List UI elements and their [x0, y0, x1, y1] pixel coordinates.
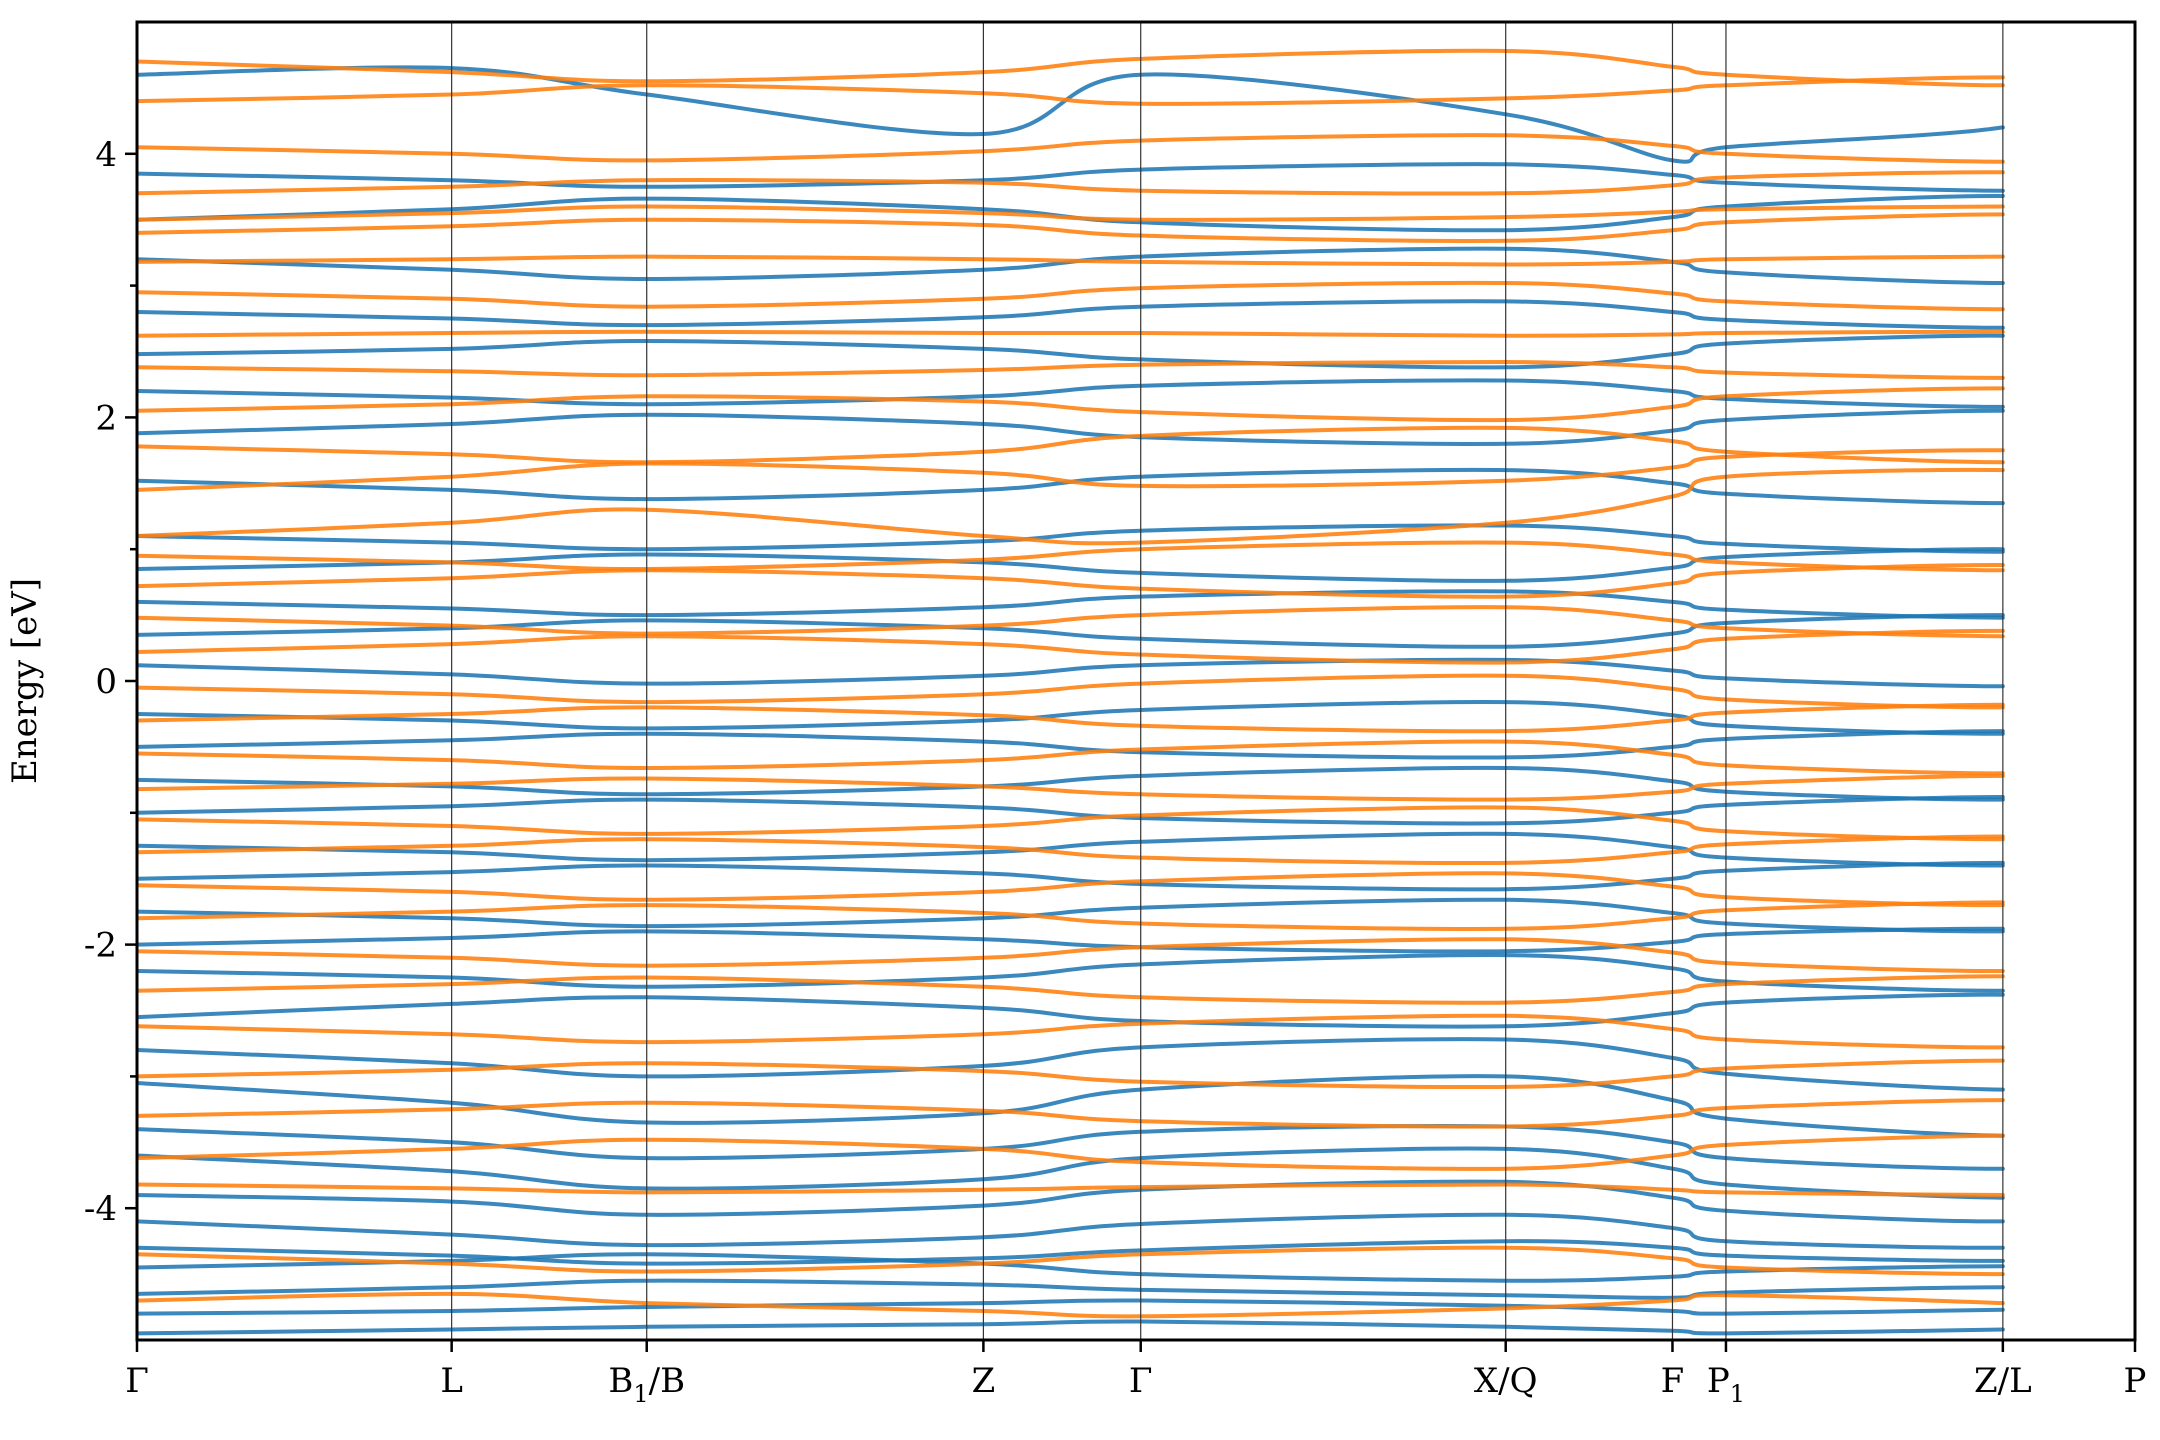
band-line [137, 75, 2005, 106]
band-line [137, 831, 2005, 868]
band-line [137, 657, 2005, 689]
band-line [137, 729, 2005, 760]
band-line [137, 1013, 2005, 1050]
y-tick-label: -4 [84, 1189, 117, 1229]
band-line [137, 299, 2005, 330]
band-line [137, 628, 2005, 665]
band-line [137, 805, 2005, 842]
band-line [137, 953, 2005, 993]
band-line [137, 1037, 2005, 1092]
band-line [137, 425, 2005, 465]
x-tick-label: F [1661, 1361, 1685, 1401]
band-line [137, 974, 2005, 1005]
band-line [137, 834, 2005, 866]
band-line [137, 1212, 2005, 1250]
x-tick-label: Z [972, 1361, 996, 1401]
band-line [137, 540, 2005, 573]
band-line [137, 212, 2005, 243]
band-line [137, 280, 2005, 312]
kpoint-lines [451, 22, 2004, 1340]
band-line [137, 673, 2005, 710]
band-line [137, 605, 2005, 639]
band-line [137, 523, 2005, 554]
band-line [137, 133, 2005, 164]
band-line [137, 1179, 2005, 1224]
band-line [137, 254, 2005, 267]
band-line [137, 992, 2005, 1029]
band-line [137, 589, 2005, 620]
x-tick-label: Γ [1129, 1361, 1153, 1401]
band-line [137, 204, 2005, 222]
band-line [137, 359, 2005, 380]
band-line [137, 65, 2005, 164]
band-line [137, 467, 2005, 546]
band-line [137, 1245, 2005, 1277]
band-line [137, 1291, 2005, 1319]
band-line [137, 926, 2005, 954]
band-line [137, 897, 2005, 934]
x-tick-label: B1/B [608, 1361, 685, 1408]
series-2 [137, 48, 2005, 1319]
band-line [137, 1058, 2005, 1090]
band-line [137, 871, 2005, 908]
x-tick-label: Γ [125, 1361, 149, 1401]
band-line [137, 1146, 2005, 1200]
y-tick-label: 0 [95, 662, 117, 702]
x-tick-label: P1 [1707, 1361, 1745, 1408]
band-line [137, 1123, 2005, 1171]
band-line [137, 333, 2005, 370]
band-line [137, 467, 2005, 506]
y-tick-label: 2 [95, 398, 117, 438]
band-line [137, 1298, 2005, 1316]
band-line [137, 900, 2005, 931]
band-line [137, 408, 2005, 446]
y-axis-label: Energy [eV] [5, 578, 45, 784]
band-line [137, 795, 2005, 826]
band-line [137, 386, 2005, 423]
x-tick-label: P [2124, 1361, 2147, 1401]
bands-layer [137, 48, 2005, 1336]
y-axis: -4 -2 0 2 4 [84, 135, 137, 1229]
band-line [137, 48, 2005, 88]
band-line [137, 773, 2005, 802]
band-line [137, 1074, 2005, 1138]
band-line [137, 170, 2005, 196]
x-axis: Γ L B1/B Z Γ X/Q F P1 Z/L P [125, 1340, 2146, 1408]
x-tick-label: L [440, 1361, 463, 1401]
band-line [137, 562, 2005, 599]
y-tick-label: -2 [84, 926, 117, 966]
x-tick-label: Z/L [1974, 1361, 2032, 1401]
band-line [137, 246, 2005, 285]
x-tick-label: X/Q [1474, 1361, 1538, 1401]
band-line [137, 329, 2005, 338]
band-line [137, 700, 2005, 736]
band-line [137, 448, 2005, 492]
band-line [137, 702, 2005, 734]
band-line [137, 860, 2005, 892]
band-line [137, 1239, 2005, 1266]
band-line [137, 1133, 2005, 1171]
band-line [137, 765, 2005, 802]
band-line [137, 1098, 2005, 1129]
band-line [137, 937, 2005, 974]
y-tick-label: 4 [95, 135, 117, 175]
band-line [137, 1182, 2005, 1197]
band-line [137, 739, 2005, 776]
band-line [137, 1319, 2005, 1336]
band-line [137, 378, 2005, 409]
